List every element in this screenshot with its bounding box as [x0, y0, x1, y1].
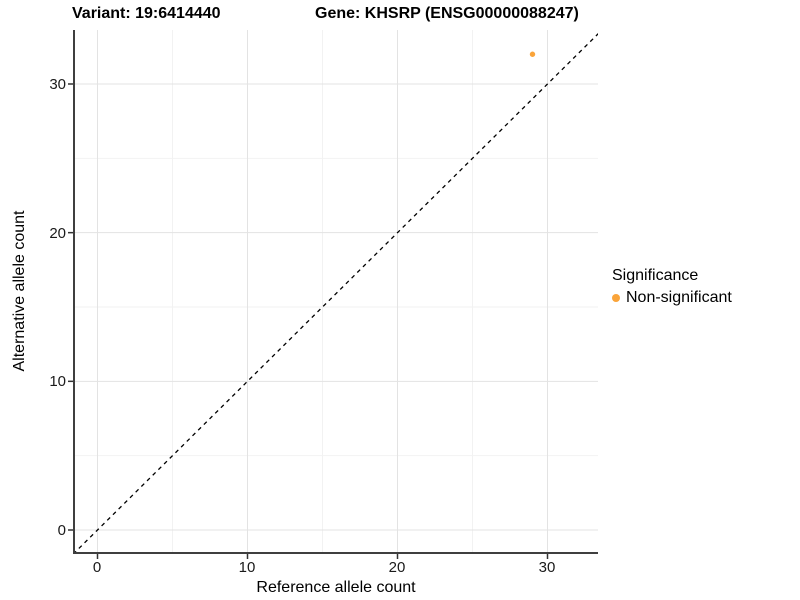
legend-swatch-icon [612, 294, 620, 302]
legend-entry-non-significant: Non-significant [612, 289, 732, 307]
y-tick-label-20: 20 [49, 225, 66, 242]
legend: Significance Non-significant [612, 266, 732, 307]
x-axis-title: Reference allele count [256, 579, 416, 596]
gene-title: Gene: KHSRP (ENSG00000088247) [315, 5, 579, 22]
legend-entry-label: Non-significant [626, 289, 732, 306]
variant-title: Variant: 19:6414440 [72, 5, 221, 22]
x-tick-label-10: 10 [238, 559, 256, 576]
x-tick-label-30: 30 [538, 559, 556, 576]
y-tick-label-30: 30 [49, 76, 66, 93]
y-tick-label-10: 10 [49, 373, 66, 390]
identity-reference-line [74, 33, 598, 553]
y-tick-label-0: 0 [57, 522, 66, 539]
x-tick-label-0: 0 [92, 559, 102, 576]
x-tick-label-20: 20 [388, 559, 406, 576]
legend-title: Significance [612, 267, 699, 284]
data-point[interactable] [529, 51, 536, 57]
